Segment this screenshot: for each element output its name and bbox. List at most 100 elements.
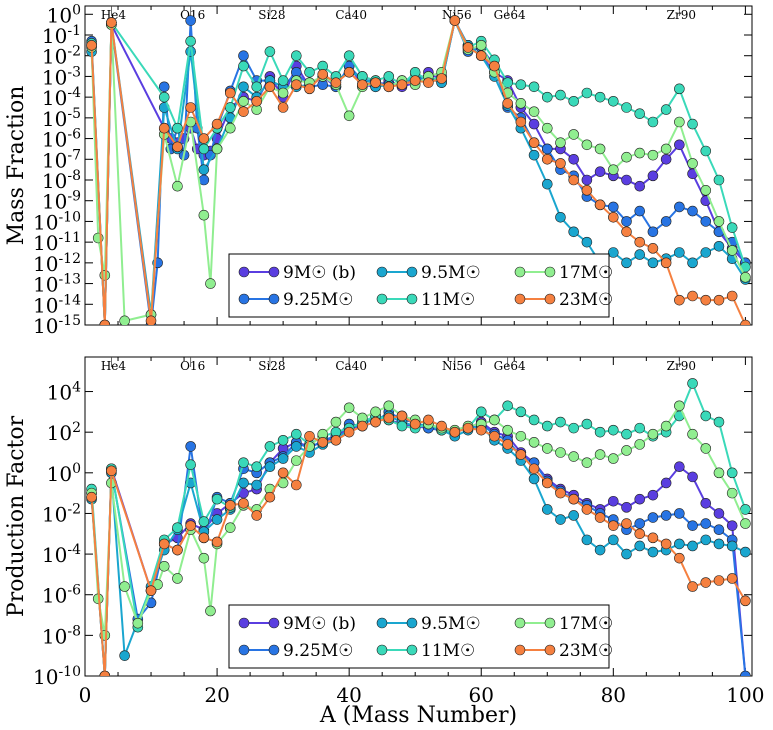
- data-point: [528, 118, 540, 130]
- y-tick-label: 10-8: [42, 168, 81, 193]
- data-point: [647, 546, 659, 558]
- nuclide-label: Ni56: [442, 8, 472, 22]
- data-point: [700, 294, 712, 306]
- y-axis-label: Production Factor: [4, 415, 29, 617]
- legend-swatch-marker: [544, 266, 556, 278]
- x-tick-label: 100: [726, 683, 764, 707]
- data-point: [205, 605, 216, 617]
- data-point: [475, 424, 487, 436]
- y-tick-label: 104: [47, 380, 81, 405]
- data-point: [687, 520, 698, 531]
- data-point: [277, 87, 289, 99]
- y-tick-label: 100: [47, 2, 81, 27]
- series-group: [86, 15, 751, 325]
- data-point: [555, 137, 566, 149]
- data-point: [608, 247, 619, 258]
- legend-swatch-marker: [268, 293, 280, 305]
- data-point: [396, 410, 408, 422]
- data-point: [383, 71, 395, 82]
- data-point: [740, 272, 751, 283]
- data-point: [726, 540, 738, 552]
- data-point: [634, 518, 646, 529]
- legend-entry: 11M☉: [421, 641, 475, 661]
- nuclide-label: Ca40: [335, 359, 367, 373]
- data-point: [409, 418, 421, 430]
- data-point: [86, 40, 97, 51]
- data-point: [660, 420, 672, 432]
- data-point: [700, 145, 712, 157]
- data-point: [713, 416, 725, 428]
- data-point: [647, 243, 659, 254]
- y-tick-label: 10-12: [33, 251, 81, 276]
- data-point: [489, 414, 500, 426]
- data-point: [238, 60, 249, 72]
- data-point: [568, 174, 579, 186]
- x-axis-label: A (Mass Number): [319, 703, 517, 728]
- y-tick-label: 10-15: [33, 313, 81, 338]
- data-point: [568, 129, 579, 140]
- data-point: [383, 400, 395, 412]
- legend-entry: 9.5M☉: [421, 263, 481, 283]
- legend-swatch-marker: [268, 617, 280, 629]
- data-point: [634, 180, 646, 192]
- y-tick-label: 10-11: [33, 230, 81, 255]
- data-point: [211, 493, 223, 505]
- data-point: [634, 205, 646, 217]
- data-point: [515, 430, 527, 442]
- data-point: [515, 79, 527, 91]
- data-point: [541, 443, 553, 454]
- data-point: [621, 428, 632, 440]
- data-point: [634, 422, 646, 434]
- data-point: [660, 216, 672, 227]
- data-point: [528, 81, 540, 93]
- legend-entry: 23M☉: [559, 641, 613, 661]
- data-point: [370, 416, 381, 428]
- legend-swatch-marker: [406, 266, 418, 278]
- data-point: [370, 406, 381, 418]
- data-point: [687, 581, 698, 592]
- data-point: [740, 670, 751, 676]
- data-point: [238, 477, 249, 489]
- data-point: [449, 15, 461, 26]
- data-point: [726, 222, 738, 233]
- data-point: [264, 491, 276, 503]
- data-point: [528, 137, 540, 149]
- legend-entry: 9.25M☉: [283, 290, 354, 310]
- data-point: [251, 510, 263, 521]
- data-point: [621, 502, 632, 513]
- data-point: [185, 520, 196, 531]
- data-point: [238, 81, 249, 93]
- data-point: [304, 66, 315, 78]
- data-point: [634, 528, 646, 540]
- data-point: [581, 139, 593, 151]
- data-point: [462, 422, 474, 434]
- data-point: [726, 487, 738, 499]
- data-point: [489, 60, 500, 72]
- data-point: [674, 461, 685, 473]
- data-point: [674, 508, 685, 519]
- data-point: [700, 443, 712, 454]
- y-axis-label: Mass Fraction: [4, 86, 29, 246]
- data-point: [409, 75, 421, 86]
- data-point: [198, 133, 210, 144]
- data-point: [581, 236, 593, 248]
- data-point: [713, 524, 725, 536]
- data-point: [647, 149, 659, 161]
- data-point: [528, 106, 540, 117]
- data-point: [515, 406, 527, 418]
- data-point: [700, 247, 712, 258]
- y-tick-label: 10-5: [42, 106, 81, 131]
- data-point: [185, 459, 196, 470]
- data-point: [475, 50, 487, 62]
- data-point: [198, 164, 210, 175]
- data-point: [304, 83, 315, 95]
- y-tick-label: 10-6: [42, 127, 81, 152]
- data-point: [594, 426, 606, 438]
- nuclide-label: Ge64: [494, 8, 526, 22]
- data-point: [515, 98, 527, 109]
- legend-swatch-marker: [238, 266, 250, 278]
- data-point: [594, 166, 606, 178]
- data-point: [541, 178, 553, 190]
- data-point: [277, 75, 289, 86]
